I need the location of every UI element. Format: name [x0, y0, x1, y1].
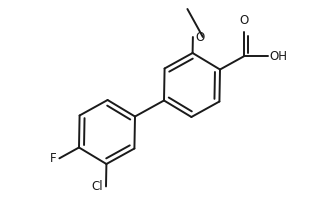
Text: O: O: [239, 14, 248, 27]
Text: Cl: Cl: [91, 180, 103, 193]
Text: OH: OH: [270, 50, 288, 63]
Text: F: F: [50, 152, 56, 165]
Text: O: O: [195, 30, 204, 44]
